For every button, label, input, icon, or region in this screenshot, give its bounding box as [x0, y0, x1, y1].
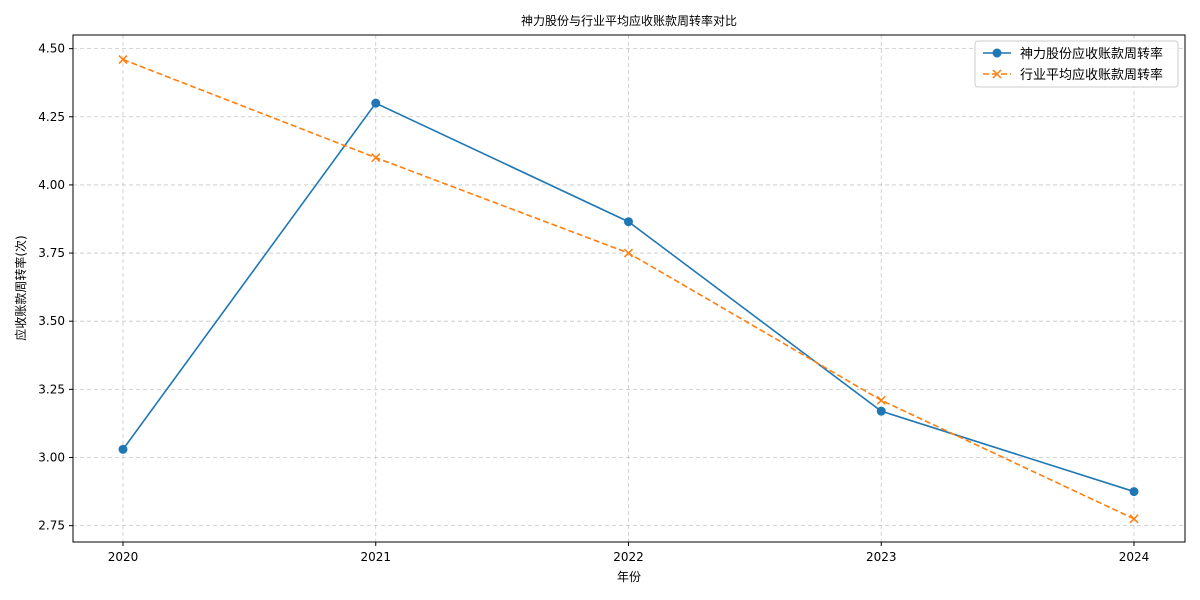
- y-tick-label: 3.50: [38, 314, 65, 328]
- legend-label: 行业平均应收账款周转率: [1020, 67, 1163, 83]
- legend-swatch-marker: [992, 69, 1002, 79]
- legend-item-1: 神力股份应收账款周转率: [983, 46, 1163, 62]
- y-tick-label: 3.00: [38, 451, 65, 465]
- series-1-point: [876, 406, 886, 416]
- y-tick-label: 3.75: [38, 246, 65, 260]
- chart-title: 神力股份与行业平均应收账款周转率对比: [521, 13, 737, 28]
- legend-box: [974, 40, 1179, 88]
- series-2: [118, 55, 1139, 524]
- y-tick-label: 4.00: [38, 178, 65, 192]
- legend-item-2: 行业平均应收账款周转率: [983, 67, 1163, 83]
- series-1-point: [1129, 487, 1139, 497]
- series-1-point: [118, 444, 128, 454]
- series-2-point: [623, 248, 634, 258]
- series-2-point: [1129, 514, 1139, 524]
- x-tick-label: 2021: [360, 550, 391, 564]
- x-tick-label: 2024: [1119, 550, 1150, 564]
- legend-label: 神力股份应收账款周转率: [1020, 46, 1163, 62]
- series-2-point: [876, 395, 886, 405]
- x-tick-label: 2022: [613, 550, 644, 564]
- series-1: [118, 98, 1139, 497]
- series-1-point: [371, 98, 381, 108]
- y-axis-label: 应收账款周转率(次): [13, 235, 28, 340]
- series-2-point: [118, 55, 128, 65]
- y-tick-label: 3.25: [38, 382, 65, 396]
- x-axis-ticks: 2020 2021 2022 2023 2024: [108, 542, 1150, 564]
- series-1-point: [624, 217, 633, 227]
- y-axis-ticks: 2.75 3.00 3.25 3.50 3.75 4.00 4.25 4.50: [38, 42, 73, 533]
- series-layer: [118, 55, 1139, 524]
- y-tick-label: 4.50: [38, 42, 65, 56]
- legend-swatch-marker: [992, 48, 1002, 58]
- x-tick-label: 2023: [866, 550, 897, 564]
- series-2-point: [371, 153, 381, 163]
- y-tick-label: 4.25: [38, 110, 65, 124]
- x-tick-label: 2020: [108, 550, 139, 564]
- x-axis-label: 年份: [617, 570, 641, 584]
- y-tick-label: 2.75: [38, 519, 65, 533]
